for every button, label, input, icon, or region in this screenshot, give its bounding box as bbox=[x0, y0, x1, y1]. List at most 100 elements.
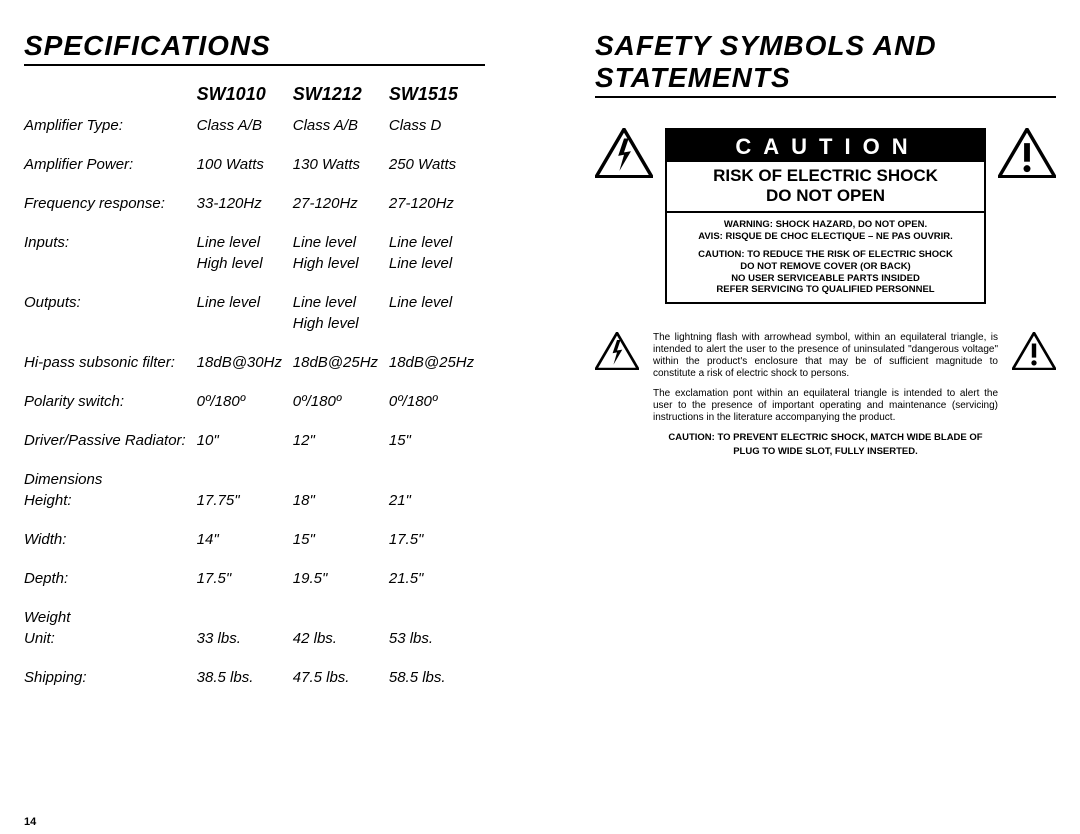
dimension-value: 21" bbox=[389, 490, 485, 511]
specifications-column: SPECIFICATIONS SW1010 SW1212 SW1515 Ampl… bbox=[24, 30, 525, 824]
weight-label-sub: Shipping: bbox=[24, 667, 197, 688]
explain-p1: The lightning flash with arrowhead symbo… bbox=[653, 332, 998, 380]
spec-value: Class A/B bbox=[293, 115, 389, 136]
spec-label: Frequency response: bbox=[24, 193, 197, 214]
dimension-value: 14" bbox=[197, 529, 293, 550]
weight-label: Weight bbox=[24, 607, 197, 628]
caution-warn-line: WARNING: SHOCK HAZARD, DO NOT OPEN. bbox=[671, 219, 980, 231]
spec-value: 27-120Hz bbox=[389, 193, 485, 214]
spec-row: Frequency response:33-120Hz27-120Hz27-12… bbox=[24, 193, 485, 214]
spec-value: Class D bbox=[389, 115, 485, 136]
dimension-value: 17.75" bbox=[197, 490, 293, 511]
spec-value: Line level bbox=[389, 253, 485, 274]
safety-column: SAFETY SYMBOLS AND STATEMENTS CAUTION RI… bbox=[525, 30, 1056, 824]
caution-bar: CAUTION bbox=[667, 130, 984, 162]
dimension-label: Height: bbox=[24, 490, 197, 511]
spec-label: Driver/Passive Radiator: bbox=[24, 430, 197, 451]
spec-value: High level bbox=[197, 253, 293, 274]
dimension-label: Width: bbox=[24, 529, 197, 550]
explain-text: The lightning flash with arrowhead symbo… bbox=[653, 332, 998, 458]
caution-warn: WARNING: SHOCK HAZARD, DO NOT OPEN.AVIS:… bbox=[667, 213, 984, 302]
spec-row: Polarity switch:0º/180º0º/180º0º/180º bbox=[24, 391, 485, 412]
weight-value: 38.5 lbs. bbox=[197, 667, 293, 688]
dimension-value: 21.5" bbox=[389, 568, 485, 589]
spec-value: 27-120Hz bbox=[293, 193, 389, 214]
dimension-label: Depth: bbox=[24, 568, 197, 589]
spec-row-secondary: High level bbox=[24, 313, 485, 334]
spec-row: Outputs:Line levelLine levelLine level bbox=[24, 292, 485, 313]
spec-label: Outputs: bbox=[24, 292, 197, 313]
caution-warn-line: CAUTION: TO REDUCE THE RISK OF ELECTRIC … bbox=[671, 249, 980, 261]
spec-row: Inputs:Line levelLine levelLine level bbox=[24, 232, 485, 253]
spec-value: 33-120Hz bbox=[197, 193, 293, 214]
weight-label-row: Weight bbox=[24, 607, 485, 628]
explain-p2: The exclamation pont within an equilater… bbox=[653, 388, 998, 424]
spec-row: Hi-pass subsonic filter:18dB@30Hz18dB@25… bbox=[24, 352, 485, 373]
dimension-value: 17.5" bbox=[389, 529, 485, 550]
explain-bold2: PLUG TO WIDE SLOT, FULLY INSERTED. bbox=[653, 446, 998, 458]
spec-label: Polarity switch: bbox=[24, 391, 197, 412]
explain-bold1: CAUTION: TO PREVENT ELECTRIC SHOCK, MATC… bbox=[653, 432, 998, 444]
weight-value: 42 lbs. bbox=[293, 628, 389, 649]
spec-value: 18dB@25Hz bbox=[389, 352, 485, 373]
dimension-value: 15" bbox=[293, 529, 389, 550]
explain-block: The lightning flash with arrowhead symbo… bbox=[595, 332, 1056, 458]
spec-row-secondary: High levelHigh levelLine level bbox=[24, 253, 485, 274]
spec-value: High level bbox=[293, 313, 389, 334]
spec-value: 18dB@30Hz bbox=[197, 352, 293, 373]
spec-value: Line level bbox=[389, 232, 485, 253]
model-header-row: SW1010 SW1212 SW1515 bbox=[24, 84, 485, 115]
spec-label: Inputs: bbox=[24, 232, 197, 253]
caution-warn-line: AVIS: RISQUE DE CHOC ELECTIQUE – NE PAS … bbox=[671, 231, 980, 243]
spec-value: 15" bbox=[389, 430, 485, 451]
exclamation-triangle-icon bbox=[998, 128, 1056, 178]
weight-value: 53 lbs. bbox=[389, 628, 485, 649]
specifications-heading: SPECIFICATIONS bbox=[24, 30, 485, 66]
model-col-2: SW1515 bbox=[389, 84, 485, 115]
spec-value: 12" bbox=[293, 430, 389, 451]
spec-value: 10" bbox=[197, 430, 293, 451]
spec-value: 0º/180º bbox=[293, 391, 389, 412]
spec-value: 0º/180º bbox=[389, 391, 485, 412]
spec-value: Line level bbox=[197, 292, 293, 313]
model-col-1: SW1212 bbox=[293, 84, 389, 115]
spec-value bbox=[197, 313, 293, 334]
spec-value: Line level bbox=[293, 232, 389, 253]
risk-line2: DO NOT OPEN bbox=[669, 186, 982, 206]
spec-value: 18dB@25Hz bbox=[293, 352, 389, 373]
caution-block: CAUTION RISK OF ELECTRIC SHOCK DO NOT OP… bbox=[595, 128, 1056, 304]
risk-line1: RISK OF ELECTRIC SHOCK bbox=[669, 166, 982, 186]
weight-value: 33 lbs. bbox=[197, 628, 293, 649]
spec-row: Amplifier Power:100 Watts130 Watts250 Wa… bbox=[24, 154, 485, 175]
lightning-triangle-small-icon bbox=[595, 332, 639, 370]
dimension-value: 18" bbox=[293, 490, 389, 511]
spec-label: Hi-pass subsonic filter: bbox=[24, 352, 197, 373]
dimension-row: Height:17.75"18"21" bbox=[24, 490, 485, 511]
dimensions-label: Dimensions bbox=[24, 469, 197, 490]
spec-value: High level bbox=[293, 253, 389, 274]
model-col-0: SW1010 bbox=[197, 84, 293, 115]
spec-value: Line level bbox=[293, 292, 389, 313]
dimension-value: 17.5" bbox=[197, 568, 293, 589]
weight-value: 47.5 lbs. bbox=[293, 667, 389, 688]
spec-value: Line level bbox=[197, 232, 293, 253]
spec-value: Class A/B bbox=[197, 115, 293, 136]
spec-value: Line level bbox=[389, 292, 485, 313]
spec-value bbox=[389, 313, 485, 334]
spec-row: Amplifier Type:Class A/BClass A/BClass D bbox=[24, 115, 485, 136]
weight-label-sub: Unit: bbox=[24, 628, 197, 649]
page-number: 14 bbox=[24, 816, 36, 828]
spec-table: SW1010 SW1212 SW1515 Amplifier Type:Clas… bbox=[24, 84, 485, 688]
caution-warn-line: NO USER SERVICEABLE PARTS INSIDED bbox=[671, 273, 980, 285]
safety-heading: SAFETY SYMBOLS AND STATEMENTS bbox=[595, 30, 1056, 98]
spec-label: Amplifier Power: bbox=[24, 154, 197, 175]
exclamation-triangle-small-icon bbox=[1012, 332, 1056, 370]
lightning-triangle-icon bbox=[595, 128, 653, 178]
dimension-row: Width:14"15"17.5" bbox=[24, 529, 485, 550]
dimension-value: 19.5" bbox=[293, 568, 389, 589]
spec-value: 250 Watts bbox=[389, 154, 485, 175]
weight-row: Shipping:38.5 lbs.47.5 lbs.58.5 lbs. bbox=[24, 667, 485, 688]
spec-value: 100 Watts bbox=[197, 154, 293, 175]
caution-warn-line: REFER SERVICING TO QUALIFIED PERSONNEL bbox=[671, 284, 980, 296]
caution-box: CAUTION RISK OF ELECTRIC SHOCK DO NOT OP… bbox=[665, 128, 986, 304]
